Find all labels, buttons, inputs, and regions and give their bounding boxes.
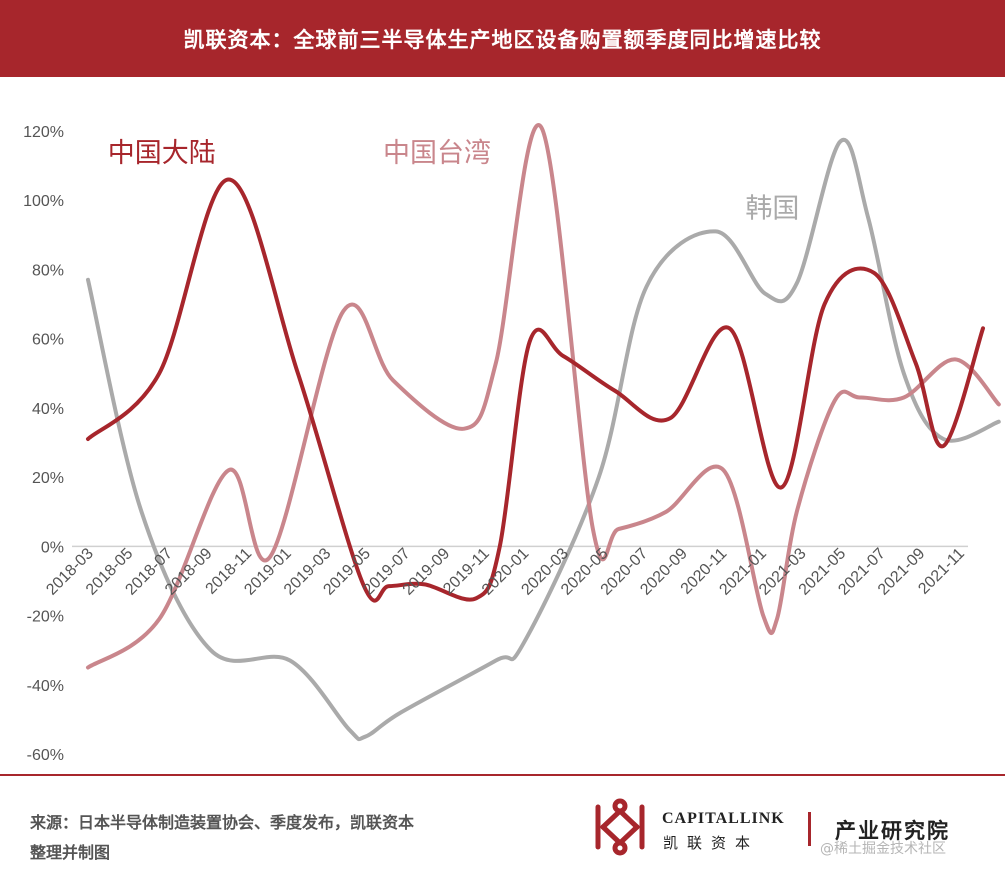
source-line-1: 来源：日本半导体制造装置协会、季度发布，凯联资本 bbox=[30, 813, 415, 832]
series-line bbox=[86, 137, 1001, 742]
brand-name-english: CAPITALLINK bbox=[662, 810, 785, 827]
line-chart: -60% -40% -20% 0% 20% 40% 60% 80% 100% 120% 中国大陆 中国… bbox=[23, 123, 1001, 764]
y-tick-label: -20% bbox=[27, 609, 64, 626]
y-tick-label: 60% bbox=[32, 332, 64, 349]
institute-name: 产业研究院 bbox=[835, 818, 950, 843]
title-banner: 凯联资本：全球前三半导体生产地区设备购置额季度同比增速比较 bbox=[0, 0, 1005, 77]
series-line bbox=[86, 123, 1001, 670]
brand-name-chinese: 凯联资本 bbox=[663, 834, 760, 852]
series-line bbox=[86, 177, 985, 603]
watermark-text: @稀土掘金技术社区 bbox=[820, 841, 946, 857]
series-label: 中国台湾 bbox=[383, 138, 491, 169]
capitallink-logo-icon bbox=[595, 798, 645, 856]
source-line-2: 整理并制图 bbox=[30, 843, 111, 862]
series-label: 韩国 bbox=[745, 194, 799, 225]
footer-divider bbox=[0, 774, 1005, 776]
brand-separator bbox=[808, 812, 811, 846]
y-tick-label: -40% bbox=[27, 678, 64, 695]
y-tick-label: 100% bbox=[23, 193, 64, 210]
source-note: 来源：日本半导体制造装置协会、季度发布，凯联资本 整理并制图 bbox=[30, 808, 550, 868]
y-tick-label: 80% bbox=[32, 262, 64, 279]
y-tick-label: 0% bbox=[41, 539, 64, 556]
series-label: 中国大陆 bbox=[108, 138, 216, 169]
y-tick-label: -60% bbox=[27, 747, 64, 764]
y-tick-label: 120% bbox=[23, 124, 64, 141]
y-tick-label: 20% bbox=[32, 470, 64, 487]
chart-title: 凯联资本：全球前三半导体生产地区设备购置额季度同比增速比较 bbox=[183, 27, 822, 52]
y-tick-label: 40% bbox=[32, 401, 64, 418]
